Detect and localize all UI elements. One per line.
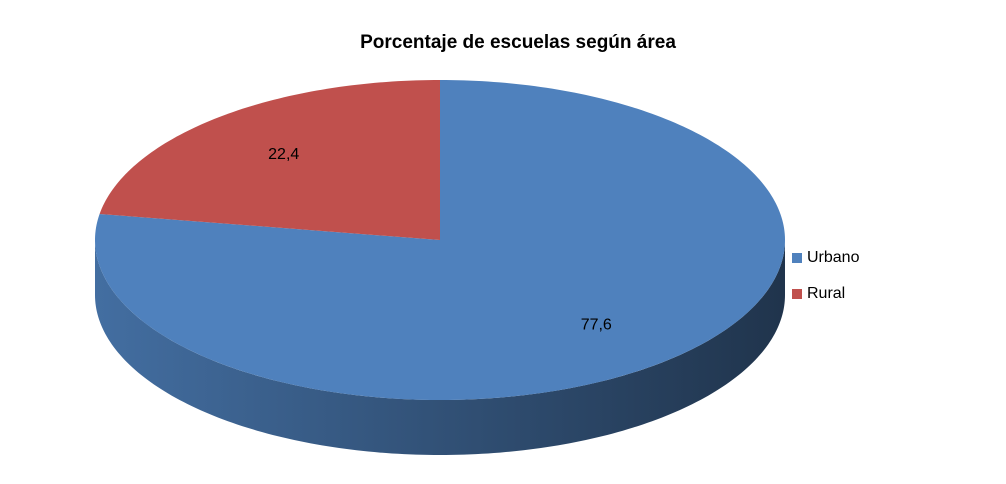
legend-swatch [792,253,802,263]
pie-slice [95,80,785,400]
chart-title: Porcentaje de escuelas según área [360,32,676,53]
legend-label: Rural [807,285,845,302]
pie-slice [99,80,440,240]
data-label: 77,6 [581,317,612,334]
data-label: 22,4 [268,146,299,163]
pie-side [95,240,785,455]
legend-swatch [792,289,802,299]
legend-label: Urbano [807,249,860,266]
